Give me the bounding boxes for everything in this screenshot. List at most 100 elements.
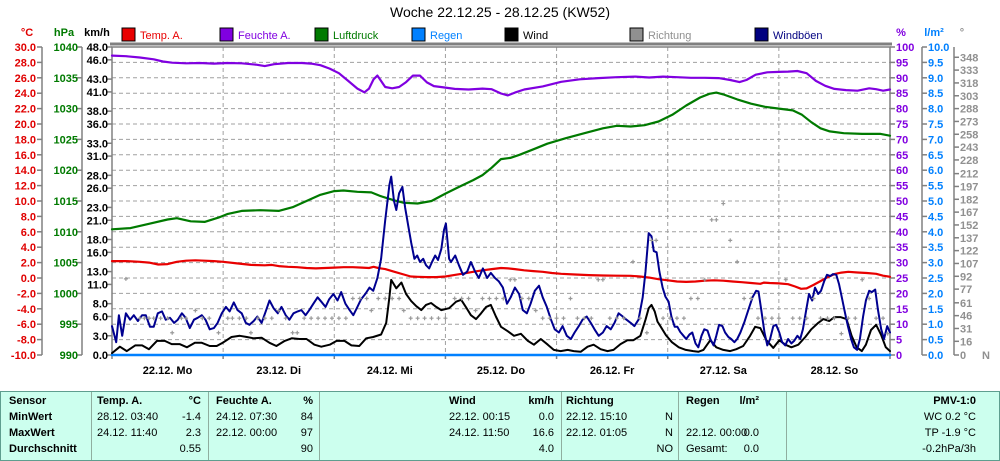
richtung-dot (329, 316, 334, 321)
axis-tick-label-humidity: 10 (896, 319, 908, 331)
axis-tick-label-rain: 4.5 (928, 211, 943, 223)
axis-tick-label-direction: 167 (960, 207, 978, 219)
richtung-dot (248, 330, 253, 335)
richtung-dot (364, 296, 369, 301)
axis-tick-label-rain: 3.5 (928, 242, 943, 254)
axis-tick-label-temp: 2.0 (21, 258, 36, 270)
axis-header-wind: km/h (84, 27, 110, 39)
pmv-value: -0.2hPa/3h (922, 443, 976, 455)
richtung-dot (436, 316, 441, 321)
richtung-dot (487, 296, 492, 301)
series-Feuchte A. (110, 54, 892, 97)
axis-tick-label-direction: 228 (960, 155, 978, 167)
axis-tick-label-temp: 0.0 (21, 273, 36, 285)
page-title: Woche 22.12.25 - 28.12.25 (KW52) (390, 4, 610, 20)
richtung-dot (721, 201, 726, 206)
axis-tick-label-wind: 13.0 (87, 267, 108, 279)
richtung-dot (654, 238, 659, 243)
axis-tick-label-wind: 0.0 (93, 350, 108, 362)
axis-tick-label-humidity: 35 (896, 242, 908, 254)
day-label: 22.12. Mo (143, 365, 193, 377)
day-label: 26.12. Fr (590, 365, 635, 377)
cell-value-wind: 16.6 (532, 427, 554, 439)
richtung-dot (811, 296, 816, 301)
cell-value-temp: 0.55 (179, 443, 201, 455)
day-label: 27.12. Sa (700, 365, 748, 377)
axis-tick-label-humidity: 25 (896, 273, 908, 285)
richtung-dot (749, 296, 754, 301)
axis-tick-label-humidity: 55 (896, 181, 908, 193)
richtung-dot (867, 296, 872, 301)
axis-tick-label-wind: 18.0 (87, 235, 108, 247)
axis-tick-label-temp: 4.0 (21, 242, 36, 254)
axis-tick-label-temp: 18.0 (15, 134, 36, 146)
axis-tick-label-temp: -8.0 (17, 335, 36, 347)
legend-swatch-Feuchte A. (219, 27, 234, 42)
axis-tick-label-rain: 8.5 (928, 88, 943, 100)
axis-tick-label-temp: 16.0 (15, 150, 36, 162)
richtung-dot (846, 316, 851, 321)
axis-tick-label-humidity: 65 (896, 150, 908, 162)
richtung-dot (443, 316, 448, 321)
axis-tick-label-wind: 8.0 (93, 299, 108, 311)
axis-tick-label-wind: 46.0 (87, 55, 108, 67)
axis-tick-label-direction: 348 (960, 52, 978, 64)
richtung-dot (343, 316, 348, 321)
axis-tick-label-wind: 31.0 (87, 151, 108, 163)
richtung-dot (508, 277, 513, 282)
axis-tick-label-pressure: 1010 (54, 227, 78, 239)
axis-tick-label-temp: -6.0 (17, 319, 36, 331)
axis-tick-label-direction: 333 (960, 65, 978, 77)
axis-header-pressure: hPa (54, 27, 75, 39)
richtung-dot (668, 316, 673, 321)
richtung-dot (674, 316, 679, 321)
axis-header-temp: °C (21, 27, 33, 39)
cell-value-temp: 2.3 (185, 427, 201, 439)
axis-tick-label-wind: 11.0 (87, 279, 108, 291)
axis-tick-label-temp: -10.0 (11, 350, 36, 362)
richtung-dot (519, 296, 524, 301)
richtung-dot (661, 316, 666, 321)
legend-swatch-Windböen (754, 27, 769, 42)
richtung-dot (142, 316, 147, 321)
richtung-dot (756, 316, 761, 321)
richtung-dot (501, 296, 506, 301)
axis-tick-label-pressure: 990 (60, 350, 78, 362)
table-separator (678, 392, 679, 460)
richtung-dot (839, 331, 844, 336)
axis-tick-label-direction: 152 (960, 220, 978, 232)
axis-tick-label-humidity: 90 (896, 73, 908, 85)
richtung-dot (561, 316, 566, 321)
axis-tick-label-humidity: 30 (896, 258, 908, 270)
axis-tick-label-rain: 7.0 (928, 134, 943, 146)
axis-tick-label-direction: 137 (960, 233, 978, 245)
richtung-dot (575, 316, 580, 321)
cell-time-rain: Gesamt: (686, 443, 728, 455)
axis-suffix-direction: N (982, 350, 990, 362)
richtung-dot (832, 316, 837, 321)
cell-value-dir: N (665, 411, 673, 423)
axis-tick-label-temp: -2.0 (17, 288, 36, 300)
richtung-dot (290, 330, 295, 335)
legend-label: Regen (430, 30, 462, 42)
axis-tick-label-temp: 20.0 (15, 119, 36, 131)
axis-tick-label-wind: 43.0 (87, 74, 108, 86)
richtung-dot (147, 316, 152, 321)
richtung-dot (621, 316, 626, 321)
legend-swatch-Luftdruck (314, 27, 329, 42)
axis-tick-label-rain: 6.0 (928, 165, 943, 177)
axis-tick-label-direction: 318 (960, 78, 978, 90)
legend-label: Luftdruck (333, 30, 379, 42)
axis-tick-label-rain: 5.0 (928, 196, 943, 208)
table-separator (91, 392, 92, 460)
richtung-dot (459, 296, 464, 301)
richtung-dot (568, 296, 573, 301)
axis-tick-label-wind: 38.0 (87, 106, 108, 118)
richtung-dot (473, 308, 478, 313)
axis-header-direction: ° (960, 27, 964, 39)
richtung-dot (323, 316, 328, 321)
richtung-dot (244, 316, 249, 321)
axis-tick-label-humidity: 70 (896, 134, 908, 146)
axis-tick-label-wind: 23.0 (87, 202, 108, 214)
richtung-dot (547, 316, 552, 321)
